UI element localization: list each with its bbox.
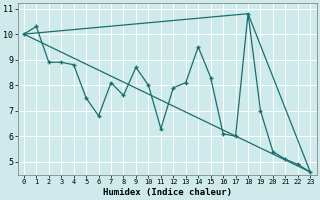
X-axis label: Humidex (Indice chaleur): Humidex (Indice chaleur) [103,188,232,197]
